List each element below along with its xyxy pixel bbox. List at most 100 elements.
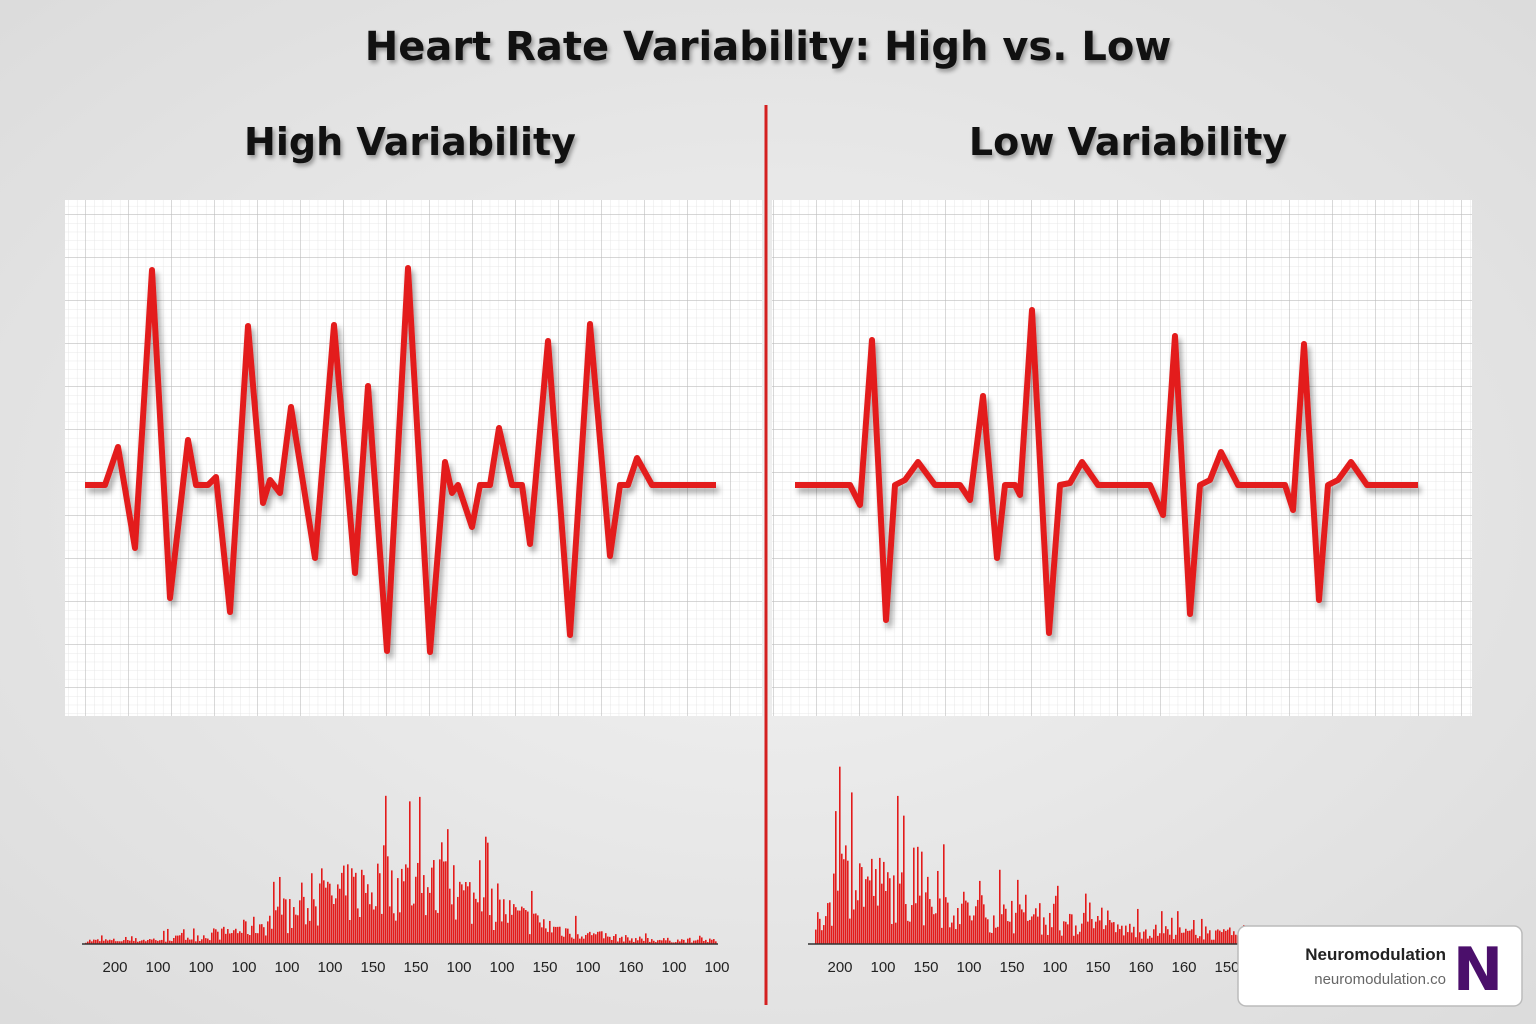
histogram-bar [115, 941, 117, 944]
histogram-bar [187, 937, 189, 944]
histogram-bar [417, 862, 419, 944]
histogram-bar [267, 921, 269, 944]
panel-title: High Variability [244, 120, 576, 164]
histogram-bar [233, 930, 235, 944]
histogram-bar [185, 939, 187, 944]
histogram-bar [213, 928, 215, 944]
histogram-bar [973, 915, 975, 944]
histogram-bar [827, 903, 829, 944]
histogram-bar [485, 836, 487, 944]
histogram-bar [243, 919, 245, 944]
histogram-bar [823, 925, 825, 944]
histogram-bar [221, 928, 223, 944]
histogram-bar [1153, 929, 1155, 944]
histogram-bar [231, 933, 233, 944]
grid [65, 200, 762, 716]
histogram-bar [919, 895, 921, 944]
histogram-bar [1195, 934, 1197, 944]
histogram-bar [269, 915, 271, 944]
histogram-bar [875, 869, 877, 944]
histogram-bar [137, 941, 139, 944]
histogram-bar [191, 939, 193, 944]
histogram-bar [459, 881, 461, 944]
histogram-bar [899, 883, 901, 944]
histogram-bar [131, 936, 133, 944]
histogram-bar [549, 920, 551, 944]
histogram-bar [977, 899, 979, 944]
histogram-bar [663, 938, 665, 944]
histogram-bar [523, 908, 525, 944]
histogram-bar [1051, 927, 1053, 944]
histogram-bar [695, 940, 697, 944]
histogram-bar [1235, 934, 1237, 944]
histogram-bar [159, 940, 161, 944]
histogram-bar [397, 878, 399, 944]
histogram-bar [345, 895, 347, 944]
histogram-bar [1029, 919, 1031, 944]
histogram-bar [1185, 928, 1187, 944]
histogram-bar [533, 913, 535, 944]
histogram-bar [711, 939, 713, 944]
histogram-bar [437, 912, 439, 944]
histogram-bar [279, 876, 281, 944]
histogram-bar [693, 940, 695, 944]
histogram-bar [295, 914, 297, 944]
histogram-bar [371, 892, 373, 944]
histogram-bar [201, 939, 203, 944]
histogram-bar [1181, 932, 1183, 944]
histogram-bar [1213, 939, 1215, 944]
histogram-bar [363, 875, 365, 944]
histogram-bar [385, 795, 387, 944]
histogram-bar [127, 940, 129, 944]
axis-label: 200 [827, 959, 852, 976]
histogram-bar [489, 915, 491, 944]
histogram-bar [1139, 932, 1141, 944]
histogram-bar [881, 883, 883, 944]
histogram-bar [1211, 939, 1213, 944]
histogram-bar [271, 928, 273, 944]
histogram-bar [591, 935, 593, 944]
histogram-bar [949, 927, 951, 944]
histogram-bar [565, 928, 567, 944]
axis-label: 100 [145, 959, 170, 976]
histogram-bar [379, 873, 381, 944]
histogram-bar [1147, 938, 1149, 944]
histogram-bar [1055, 895, 1057, 944]
histogram-bar [207, 938, 209, 944]
histogram-bar [391, 870, 393, 944]
histogram-bar [515, 907, 517, 944]
histogram-bar [477, 902, 479, 944]
histogram-bar [319, 883, 321, 944]
histogram-bar [287, 933, 289, 944]
axis-label: 100 [1042, 959, 1067, 976]
histogram-bar [129, 940, 131, 944]
histogram-bar [235, 928, 237, 944]
histogram-bar [1205, 926, 1207, 944]
histogram-bar [709, 938, 711, 944]
histogram-bar [177, 935, 179, 944]
histogram-bar [965, 900, 967, 944]
histogram-bar [249, 935, 251, 944]
histogram-bar [905, 904, 907, 944]
histogram-bar [1201, 918, 1203, 944]
histogram-bar [355, 872, 357, 944]
histogram-bar [1107, 910, 1109, 944]
histogram-bar [359, 916, 361, 944]
histogram-bar [669, 940, 671, 944]
histogram-bar [347, 864, 349, 944]
histogram-bar [133, 940, 135, 944]
histogram-bar [689, 937, 691, 944]
histogram-bar [673, 942, 675, 944]
axis-label: 100 [274, 959, 299, 976]
histogram-bar [135, 938, 137, 944]
histogram-bar [1005, 908, 1007, 944]
histogram-bar [457, 896, 459, 944]
histogram-bar [1141, 938, 1143, 944]
axis-label: 100 [446, 959, 471, 976]
histogram-bar [979, 880, 981, 944]
histogram-bar [1073, 935, 1075, 944]
histogram-bar [1115, 932, 1117, 944]
histogram-bar [833, 873, 835, 944]
histogram-bar [951, 922, 953, 944]
